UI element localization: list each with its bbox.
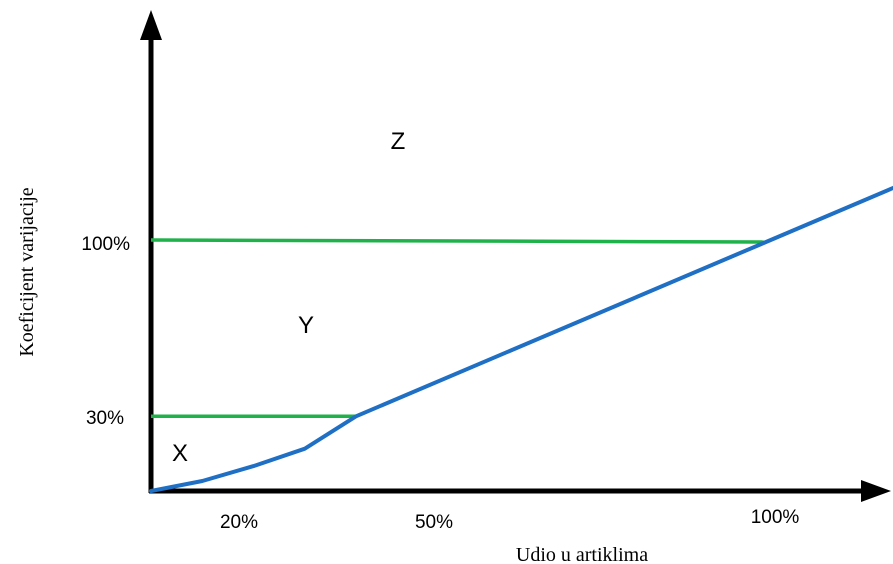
zone-label-y: Y	[298, 312, 314, 339]
x-tick-label-20: 20%	[220, 512, 258, 533]
x-axis-title: Udio u artiklima	[516, 544, 648, 564]
series-line	[149, 185, 893, 493]
x-axis-arrow-icon	[861, 480, 891, 502]
y-axis-title: Koeficijent varijacije	[16, 187, 38, 356]
x-tick-label-100: 100%	[751, 507, 800, 528]
y-tick-label-30: 30%	[86, 408, 124, 429]
zone-label-z: Z	[391, 128, 406, 155]
x-tick-label-50: 50%	[415, 512, 453, 533]
y-tick-label-100: 100%	[81, 234, 130, 255]
threshold-line-100	[150, 238, 767, 244]
y-axis-arrow-icon	[140, 10, 162, 40]
zone-label-x: X	[172, 440, 188, 467]
